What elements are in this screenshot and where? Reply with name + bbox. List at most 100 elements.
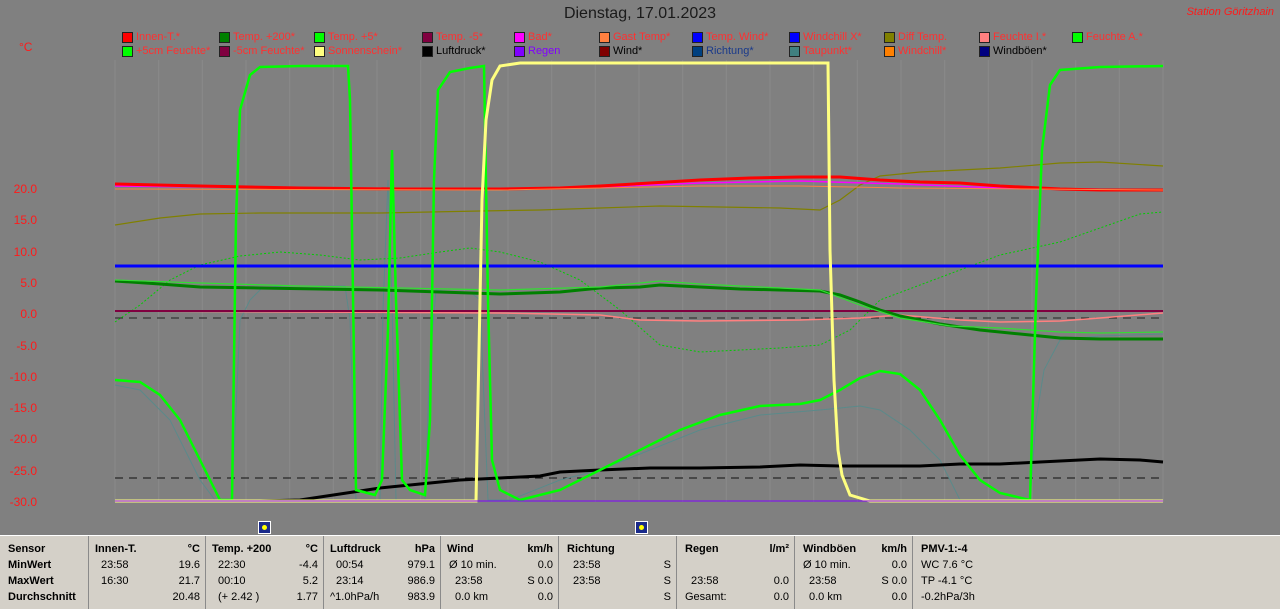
wind-avg10-value: 0.0 bbox=[537, 559, 553, 571]
legend-label: -5cm Feuchte* bbox=[233, 45, 305, 57]
series-feuchte-a bbox=[114, 64, 1164, 502]
innen-unit: °C bbox=[187, 543, 200, 555]
legend-item: Richtung* bbox=[692, 44, 754, 58]
row-min-label: MinWert bbox=[8, 559, 52, 571]
y-tick-label: 20.0 bbox=[13, 182, 37, 196]
richt-min-value: S bbox=[663, 559, 671, 571]
legend-swatch bbox=[122, 45, 133, 57]
legend-item: +5cm Feuchte* bbox=[122, 44, 210, 58]
boeen-max-time: 23:58 bbox=[809, 575, 837, 587]
regen-max-time: 23:58 bbox=[691, 575, 719, 587]
col-sensor: Sensor MinWert MaxWert Durchschnitt bbox=[0, 536, 88, 609]
col-windboeen: Windböen km/h Ø 10 min. 0.0 23:58 S 0.0 … bbox=[794, 536, 913, 609]
innen-min-value: 19.6 bbox=[178, 559, 200, 571]
legend-swatch bbox=[884, 45, 895, 57]
luft-min-value: 979.1 bbox=[407, 559, 435, 571]
legend-label: Richtung* bbox=[706, 45, 754, 57]
series-diff-temp bbox=[114, 161, 1164, 226]
legend-item: Temp. +200* bbox=[219, 30, 295, 44]
legend-swatch bbox=[514, 45, 525, 57]
richt-avg-value: S bbox=[663, 591, 671, 603]
legend-swatch bbox=[422, 45, 433, 57]
innen-header: Innen-T. bbox=[95, 543, 137, 555]
legend-item: Luftdruck* bbox=[422, 44, 486, 58]
col-wind: Wind km/h Ø 10 min. 0.0 23:58 S 0.0 0.0 … bbox=[440, 536, 559, 609]
legend-label: Innen-T.* bbox=[136, 31, 181, 43]
y-tick-label: 5.0 bbox=[20, 275, 37, 290]
col-innen: Innen-T. °C 23:58 19.6 16:30 21.7 20.48 bbox=[88, 536, 206, 609]
legend-item: -5cm Feuchte* bbox=[219, 44, 305, 58]
boeen-max-value: S 0.0 bbox=[881, 575, 907, 587]
legend-label: Windböen* bbox=[993, 45, 1047, 57]
sunset-marker-icon bbox=[635, 521, 648, 534]
richt-max-time: 23:58 bbox=[573, 575, 601, 587]
temp-max-time: 00:10 bbox=[218, 575, 246, 587]
boeen-header: Windböen bbox=[803, 543, 857, 555]
temp-unit: °C bbox=[305, 543, 318, 555]
legend-item: Diff Temp. bbox=[884, 30, 947, 44]
row-avg-label: Durchschnitt bbox=[8, 591, 76, 603]
legend-swatch bbox=[789, 31, 800, 43]
legend-swatch bbox=[314, 31, 325, 43]
legend-item: Wind* bbox=[599, 44, 642, 58]
innen-max-value: 21.7 bbox=[178, 575, 200, 587]
legend-item: Temp. Wind* bbox=[692, 30, 768, 44]
wind-unit: km/h bbox=[527, 543, 553, 555]
legend-item: Windchill X* bbox=[789, 30, 862, 44]
legend-swatch bbox=[422, 31, 433, 43]
legend-label: Diff Temp. bbox=[898, 31, 948, 43]
sensor-header: Sensor bbox=[8, 543, 46, 555]
legend-swatch bbox=[692, 45, 703, 57]
boeen-avg10-value: 0.0 bbox=[891, 559, 907, 571]
legend-label: Temp. Wind* bbox=[706, 31, 769, 43]
luft-max-time: 23:14 bbox=[336, 575, 364, 587]
legend-item: Gast Temp* bbox=[599, 30, 670, 44]
wind-avg10-label: Ø 10 min. bbox=[449, 559, 497, 571]
weather-chart bbox=[114, 60, 1164, 503]
legend-swatch bbox=[789, 45, 800, 57]
legend-swatch bbox=[692, 31, 703, 43]
legend-label: Feuchte I.* bbox=[993, 31, 1047, 43]
regen-header: Regen bbox=[685, 543, 719, 555]
series-feuchte-i bbox=[114, 310, 1164, 323]
y-tick-label: -5.0 bbox=[16, 338, 37, 353]
legend-label: Windchill X* bbox=[803, 31, 862, 43]
boeen-avg10-label: Ø 10 min. bbox=[803, 559, 851, 571]
wind-avg-value: 0.0 bbox=[537, 591, 553, 603]
sunrise-marker-icon bbox=[258, 521, 271, 534]
richt-header: Richtung bbox=[567, 543, 615, 555]
legend-swatch bbox=[1072, 31, 1083, 43]
legend-label: Temp. +200* bbox=[233, 31, 296, 43]
legend-swatch bbox=[219, 45, 230, 57]
legend-item: Feuchte I.* bbox=[979, 30, 1046, 44]
legend-item: Windchill* bbox=[884, 44, 946, 58]
legend-swatch bbox=[884, 31, 895, 43]
legend-label: Bad* bbox=[528, 31, 552, 43]
wind-distance: 0.0 km bbox=[455, 591, 489, 603]
innen-min-time: 23:58 bbox=[101, 559, 129, 571]
legend-label: +5cm Feuchte* bbox=[136, 45, 211, 57]
boeen-unit: km/h bbox=[881, 543, 907, 555]
pmv-pressure-trend: -0.2hPa/3h bbox=[921, 591, 975, 603]
series-temp-plus5-low bbox=[114, 279, 1164, 334]
temp-min-time: 22:30 bbox=[218, 559, 246, 571]
legend-label: Sonnenschein* bbox=[328, 45, 403, 57]
pmv-header: PMV-1:-4 bbox=[921, 543, 968, 555]
legend-label: Temp. -5* bbox=[436, 31, 484, 43]
temp-max-value: 5.2 bbox=[302, 575, 318, 587]
luft-trend: ^1.0hPa/h bbox=[330, 591, 380, 603]
col-regen: Regen l/m² 23:58 0.0 Gesamt: 0.0 bbox=[676, 536, 795, 609]
pmv-taupunkt: TP -4.1 °C bbox=[921, 575, 973, 587]
y-tick-label: 10.0 bbox=[13, 244, 37, 259]
luft-unit: hPa bbox=[414, 543, 435, 555]
wind-max-time: 23:58 bbox=[455, 575, 483, 587]
wind-header: Wind bbox=[447, 543, 474, 555]
legend-item: Taupunkt* bbox=[789, 44, 852, 58]
regen-unit: l/m² bbox=[769, 543, 789, 555]
col-richtung: Richtung 23:58 S 23:58 S S bbox=[558, 536, 677, 609]
innen-max-time: 16:30 bbox=[101, 575, 129, 587]
legend-swatch bbox=[514, 31, 525, 43]
legend-swatch bbox=[122, 31, 133, 43]
luft-min-time: 00:54 bbox=[336, 559, 364, 571]
row-max-label: MaxWert bbox=[8, 575, 54, 587]
